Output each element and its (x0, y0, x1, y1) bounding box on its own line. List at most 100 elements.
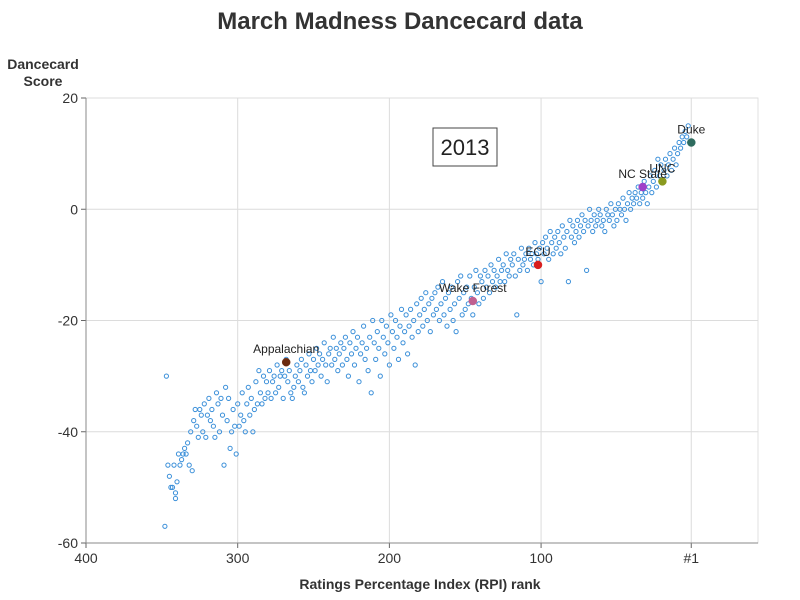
data-point (342, 334, 348, 340)
data-point (547, 228, 553, 235)
data-point (552, 234, 558, 240)
data-point (194, 423, 200, 429)
data-point (499, 267, 505, 273)
data-point (561, 234, 567, 240)
data-point (412, 362, 418, 368)
data-point (650, 178, 656, 184)
data-point (392, 317, 399, 324)
data-point (251, 406, 257, 413)
data-point (376, 345, 382, 351)
data-point (227, 445, 233, 451)
data-point (288, 390, 294, 396)
data-point (279, 368, 285, 374)
data-point (183, 451, 189, 457)
data-point (307, 368, 314, 374)
data-point (292, 373, 298, 379)
data-point (356, 379, 362, 385)
highlight-label: ECU (525, 245, 550, 259)
data-point (320, 356, 326, 362)
data-point (668, 167, 675, 173)
data-point (323, 362, 329, 368)
data-point (297, 368, 303, 374)
data-point (380, 334, 386, 340)
data-point (306, 351, 312, 357)
data-point (562, 245, 568, 251)
data-point (367, 334, 373, 340)
data-point (681, 139, 687, 146)
data-point (678, 145, 684, 151)
data-point (408, 306, 414, 312)
data-point (471, 284, 477, 290)
data-point (382, 351, 388, 357)
data-point (502, 279, 508, 285)
data-point (517, 267, 523, 273)
data-point (556, 240, 562, 246)
data-point (541, 251, 547, 257)
data-point (559, 223, 565, 229)
data-point (643, 190, 649, 196)
data-point (585, 223, 591, 229)
data-point (512, 273, 518, 279)
data-point (180, 451, 186, 457)
data-point (397, 323, 403, 329)
data-point (515, 256, 521, 262)
data-point (364, 345, 370, 351)
data-point (379, 317, 385, 324)
data-point (599, 223, 605, 229)
data-point (169, 484, 176, 490)
data-point (174, 479, 180, 485)
data-point (445, 290, 452, 296)
data-point (277, 373, 283, 379)
data-point (653, 184, 660, 190)
data-point (662, 156, 669, 162)
data-point (254, 401, 260, 407)
data-point (182, 445, 188, 451)
data-point (424, 317, 430, 324)
data-point (488, 262, 494, 268)
data-point (172, 490, 179, 496)
data-point (652, 167, 658, 173)
data-point (213, 390, 220, 396)
data-point (177, 462, 183, 468)
highlight-point (638, 182, 647, 192)
data-point (335, 368, 341, 374)
data-point (409, 334, 415, 340)
data-point (485, 273, 491, 279)
data-point (165, 462, 171, 468)
data-point (324, 379, 330, 385)
data-point (209, 406, 215, 413)
data-point (550, 251, 556, 257)
x-tick-label: 200 (378, 550, 402, 566)
data-point (341, 345, 347, 351)
data-point (274, 362, 280, 368)
data-point (414, 301, 420, 307)
x-tick-label: 300 (226, 550, 250, 566)
data-point (629, 195, 635, 201)
data-point (204, 412, 210, 418)
data-point (186, 462, 192, 468)
data-point (403, 312, 409, 318)
data-point (500, 262, 506, 268)
data-point (506, 273, 512, 279)
data-point (524, 267, 531, 273)
data-point (477, 273, 483, 279)
highlight-point (687, 138, 696, 147)
data-point (166, 473, 172, 479)
data-point (421, 306, 427, 312)
data-point (567, 217, 573, 223)
data-point (436, 317, 442, 324)
data-point (596, 206, 602, 212)
data-point (168, 484, 174, 490)
data-point (664, 173, 670, 179)
data-point (235, 401, 241, 407)
data-point (482, 267, 488, 273)
data-point (339, 362, 345, 368)
data-point (329, 362, 335, 368)
data-point (646, 184, 652, 190)
data-point (665, 162, 672, 168)
data-point (338, 340, 344, 346)
data-point (358, 351, 364, 357)
data-point (603, 206, 609, 212)
